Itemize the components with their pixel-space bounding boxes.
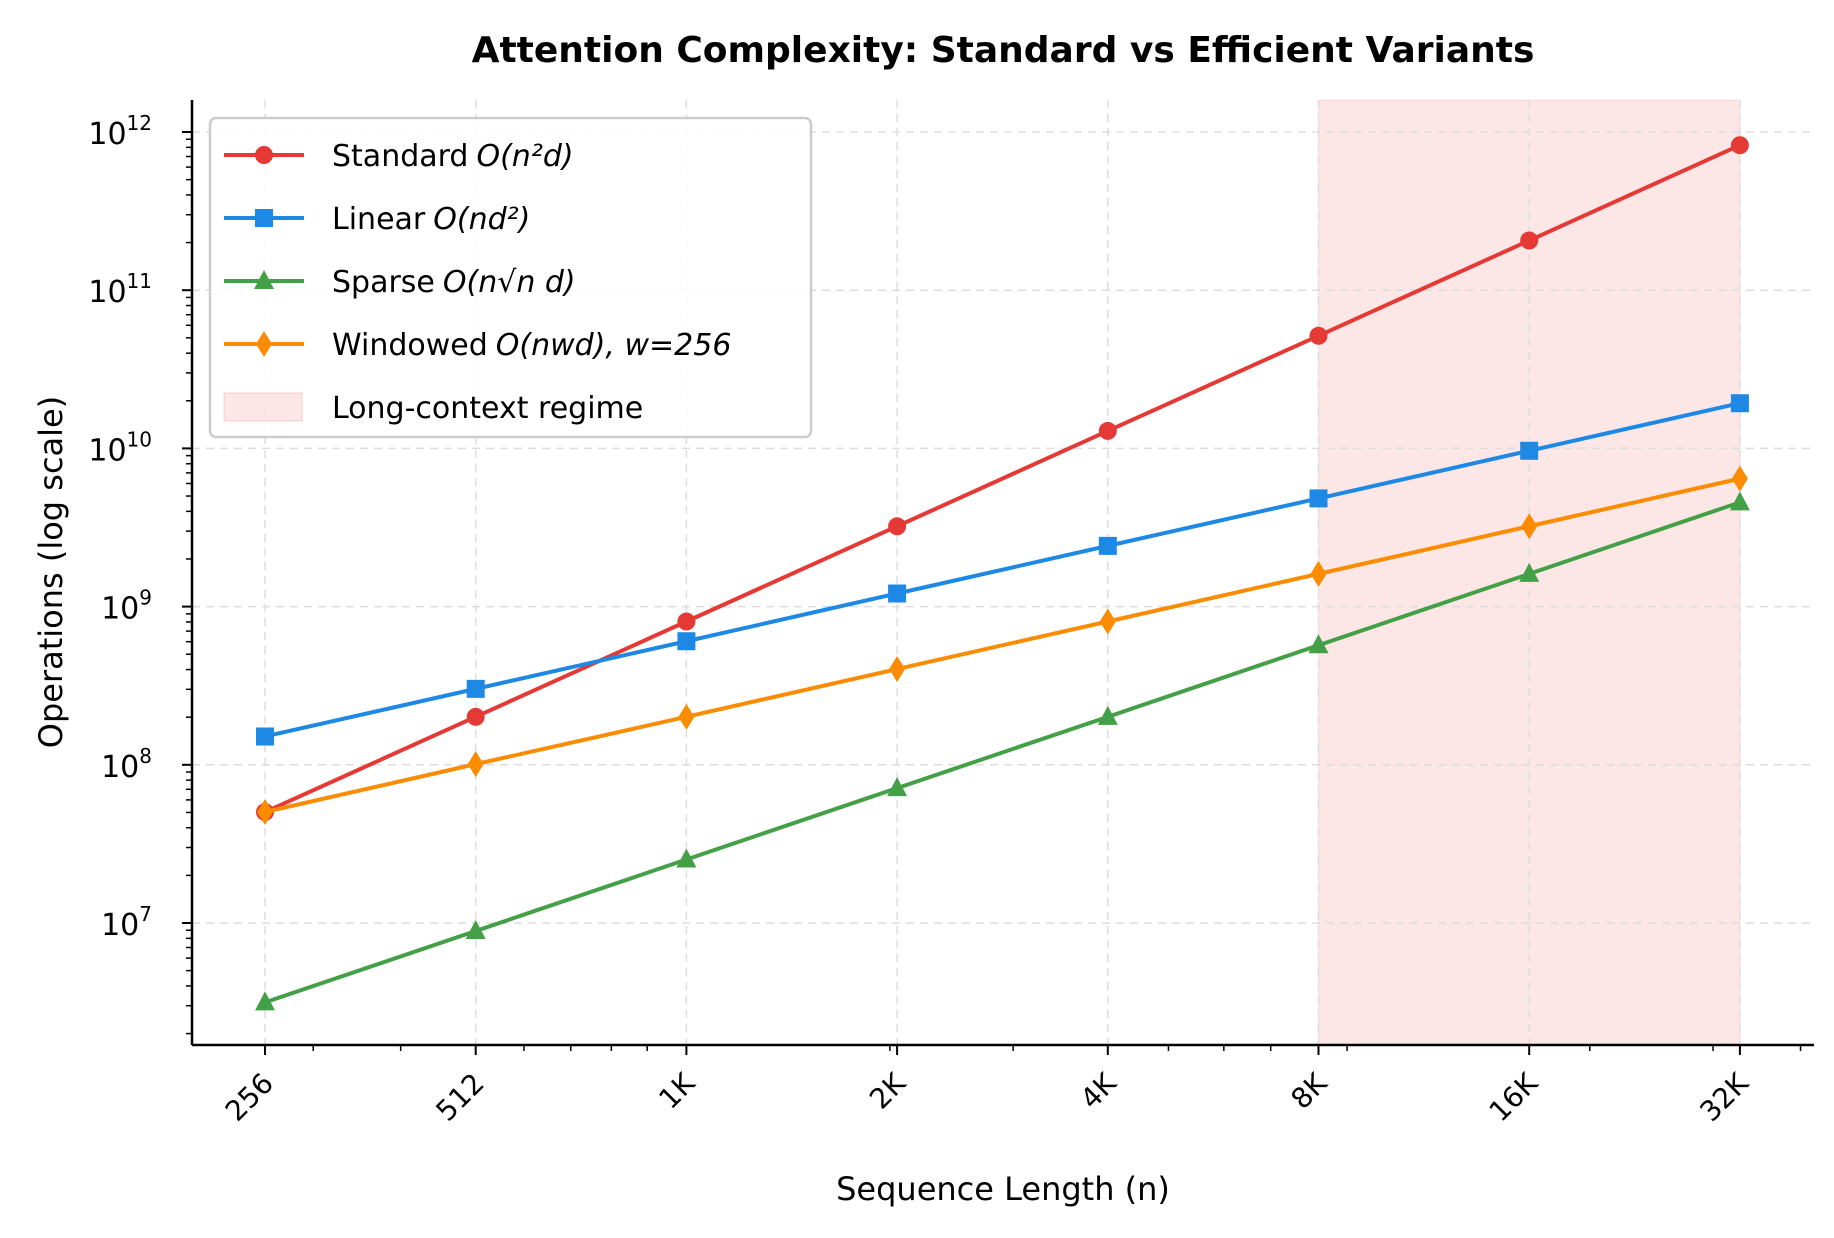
legend-box — [208, 116, 813, 439]
legend-label-name: Sparse — [332, 265, 435, 300]
legend-label: Sparse O(n√n d) — [332, 265, 576, 300]
y-tick-exponent: 8 — [139, 744, 152, 768]
legend-label: Linear O(nd²) — [332, 202, 530, 237]
legend-label-math: O(nd²) — [433, 202, 530, 237]
series-line — [264, 143, 1741, 814]
marker-square — [1730, 394, 1749, 413]
marker-diamond — [467, 751, 484, 778]
marker-triangle — [1519, 562, 1540, 582]
y-tick-exponent: 9 — [139, 586, 152, 610]
marker-square — [1098, 536, 1117, 555]
marker-square — [466, 679, 485, 698]
series-line — [264, 500, 1741, 1005]
y-tick-label: 1010 — [88, 427, 152, 468]
marker-circle — [466, 707, 485, 726]
marker-diamond — [256, 331, 272, 357]
legend-label: Standard O(n²d) — [332, 139, 574, 174]
series-sparse — [255, 491, 1750, 1011]
series-line — [264, 401, 1741, 739]
legend-item-standard: Standard O(n²d) — [224, 139, 574, 174]
legend-label-name: Linear — [332, 202, 426, 237]
legend-swatch-region — [223, 392, 303, 422]
x-tick-label: 4K — [1074, 1066, 1123, 1115]
series-line — [264, 476, 1741, 814]
y-tick-label: 107 — [101, 902, 152, 943]
marker-triangle — [676, 848, 697, 868]
legend-item-linear: Linear O(nd²) — [224, 202, 530, 237]
chart-title: Attention Complexity: Standard vs Effici… — [472, 30, 1535, 71]
legend: Standard O(n²d) Linear O(nd²) Sparse O(n√n d)… — [208, 116, 813, 439]
y-tick-exponent: 7 — [139, 902, 152, 926]
marker-circle — [1520, 231, 1539, 250]
y-tick-exponent: 10 — [127, 427, 152, 451]
y-tick-label: 108 — [101, 744, 152, 785]
marker-triangle — [465, 920, 486, 940]
legend-item-sparse: Sparse O(n√n d) — [224, 265, 576, 300]
x-tick-label: 1K — [652, 1066, 701, 1115]
marker-square — [1309, 489, 1328, 508]
x-tick-label: 8K — [1285, 1066, 1334, 1115]
series-linear — [256, 394, 1749, 746]
y-tick-exponent: 12 — [127, 111, 152, 135]
y-tick-exponent: 11 — [127, 269, 152, 293]
marker-diamond — [1731, 465, 1748, 492]
marker-circle — [888, 517, 907, 536]
x-tick-label: 512 — [430, 1067, 491, 1128]
marker-diamond — [678, 703, 695, 730]
marker-square — [255, 209, 273, 227]
y-tick-label: 1011 — [88, 269, 152, 310]
legend-label: Windowed O(nwd), w=256 — [332, 328, 731, 363]
marker-circle — [1098, 421, 1117, 440]
marker-circle — [677, 612, 696, 631]
marker-square — [1520, 441, 1539, 460]
marker-triangle — [1308, 634, 1329, 654]
legend-label-math: O(n²d) — [476, 139, 573, 174]
marker-diamond — [1521, 513, 1538, 540]
marker-diamond — [1310, 560, 1327, 587]
marker-circle — [1730, 136, 1749, 155]
marker-triangle — [1729, 491, 1750, 511]
y-axis-label: Operations (log scale) — [32, 396, 70, 748]
marker-square — [888, 584, 907, 603]
y-tick-label: 109 — [101, 586, 152, 627]
series-standard — [256, 136, 1749, 822]
x-tick-label: 32K — [1693, 1066, 1755, 1128]
marker-triangle — [887, 777, 908, 797]
x-tick-label: 2K — [863, 1066, 912, 1115]
legend-label-name: Standard — [332, 139, 468, 174]
marker-diamond — [889, 656, 906, 683]
marker-triangle — [254, 270, 274, 289]
series-windowed — [257, 465, 1748, 826]
marker-triangle — [1097, 705, 1118, 725]
marker-square — [677, 632, 696, 651]
legend-label-region: Long-context regime — [332, 391, 643, 426]
x-tick-label: 16K — [1483, 1066, 1545, 1128]
marker-diamond — [257, 799, 273, 826]
y-tick-label: 1012 — [88, 111, 152, 152]
marker-square — [256, 727, 274, 746]
marker-circle — [1309, 326, 1328, 345]
legend-item-windowed: Windowed O(nwd), w=256 — [224, 328, 731, 363]
legend-label-math: O(n√n d) — [443, 265, 576, 300]
x-tick-label: 256 — [219, 1067, 280, 1128]
legend-label-math: O(nwd), w=256 — [496, 328, 732, 363]
marker-circle — [255, 146, 273, 164]
marker-diamond — [1099, 608, 1116, 635]
legend-label-name: Windowed — [332, 328, 488, 363]
series-layer — [255, 136, 1750, 1011]
marker-triangle — [255, 991, 275, 1011]
x-axis-label: Sequence Length (n) — [836, 1170, 1170, 1208]
